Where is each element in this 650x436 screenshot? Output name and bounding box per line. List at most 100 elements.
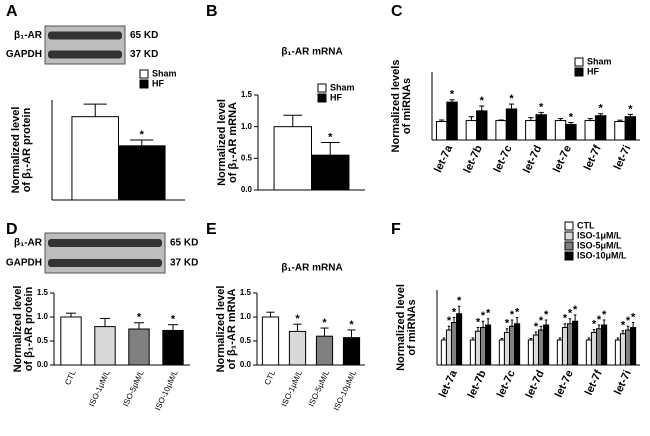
y-tick-label: 0.0 — [37, 360, 49, 369]
legend-label: HF — [152, 78, 164, 88]
significance-mark: * — [544, 309, 549, 321]
bar — [288, 330, 307, 366]
bar — [476, 110, 488, 141]
bar — [162, 329, 184, 366]
panel-label: A — [6, 3, 18, 20]
legend-swatch — [139, 69, 149, 79]
bar — [505, 108, 518, 141]
significance-mark: * — [481, 310, 486, 322]
blot-row-label: GAPDH — [6, 49, 42, 60]
bar — [509, 325, 516, 366]
legend-label: Sham — [587, 56, 612, 66]
legend-label: HF — [330, 92, 342, 102]
legend-swatch — [574, 67, 584, 77]
significance-mark: * — [486, 308, 491, 320]
bar — [630, 327, 637, 366]
legend-swatch — [564, 231, 574, 241]
x-tick-label: CTL — [63, 368, 78, 386]
y-tick-label: 0.5 — [240, 336, 252, 345]
bar — [118, 145, 166, 201]
blot-row-label: β₁-AR — [14, 30, 43, 41]
bar — [614, 121, 626, 141]
y-axis-label: Normalized levels — [390, 60, 402, 153]
bar — [614, 339, 621, 366]
significance-mark: * — [539, 101, 544, 113]
y-axis-label: of β₁-AR mRNA — [226, 288, 238, 369]
significance-mark: * — [447, 315, 452, 327]
panel-label: D — [6, 221, 18, 238]
bar — [451, 322, 458, 366]
y-tick-label: 0.0 — [240, 360, 252, 369]
bar — [561, 327, 568, 366]
blot-band — [48, 31, 122, 40]
blot-band — [48, 259, 162, 267]
legend-label: ISO-1μM/L — [577, 230, 622, 240]
significance-mark: * — [328, 131, 333, 143]
bar — [543, 324, 550, 366]
x-tick-label: let-7b — [466, 368, 489, 400]
blot-size-label: 37 KD — [170, 258, 198, 269]
bar — [498, 339, 505, 366]
blot-band — [48, 50, 122, 59]
y-axis-label: of β₁-AR mRNA — [227, 102, 239, 183]
x-tick-label: ISO-5μM/L — [121, 368, 146, 408]
bar — [584, 120, 596, 141]
y-axis-label: Normalized level — [12, 286, 24, 373]
x-tick-label: let-7e — [551, 143, 574, 174]
bar — [554, 120, 567, 141]
bar — [514, 323, 521, 366]
y-axis-label: Normalized level — [395, 284, 407, 371]
bar — [315, 335, 334, 366]
y-tick-label: 1.5 — [37, 288, 49, 297]
bar — [601, 324, 608, 366]
x-tick-label: let-7a — [437, 368, 460, 400]
significance-mark: * — [539, 315, 544, 327]
significance-mark: * — [140, 129, 145, 141]
bar — [624, 116, 637, 141]
bar — [556, 339, 563, 366]
y-axis-label: of β₁-AR protein — [23, 286, 35, 371]
blot-size-label: 65 KD — [170, 238, 198, 249]
y-tick-label: 1.0 — [37, 312, 49, 321]
legend-swatch — [564, 221, 574, 231]
legend-swatch — [317, 83, 327, 93]
bar — [311, 154, 350, 191]
bar — [480, 327, 487, 366]
x-tick-label: let-7d — [521, 143, 544, 175]
significance-mark: * — [457, 295, 462, 307]
significance-mark: * — [626, 315, 631, 327]
bar — [619, 333, 626, 366]
significance-mark: * — [602, 309, 607, 321]
x-tick-label: let-7b — [462, 143, 485, 175]
x-tick-label: let-7e — [553, 368, 576, 399]
significance-mark: * — [322, 317, 327, 329]
y-axis-label: Normalized level — [10, 107, 22, 194]
significance-mark: * — [534, 321, 539, 333]
significance-mark: * — [597, 314, 602, 326]
x-tick-label: ISO-10μM/L — [332, 368, 359, 412]
x-tick-label: ISO-1μM/L — [87, 368, 112, 408]
bar — [594, 115, 607, 141]
significance-mark: * — [592, 318, 597, 330]
x-tick-label: let-7a — [432, 143, 455, 175]
bar — [625, 329, 632, 366]
significance-mark: * — [476, 316, 481, 328]
legend-swatch — [574, 57, 584, 67]
bar — [446, 101, 458, 141]
x-tick-label: ISO-5μM/L — [307, 368, 332, 408]
y-axis-label: Normalized level — [215, 286, 227, 373]
legend-label: ISO-5μM/L — [577, 240, 622, 250]
bar — [445, 329, 452, 366]
panel-label: B — [206, 3, 218, 20]
significance-mark: * — [295, 313, 300, 325]
significance-mark: * — [171, 314, 176, 326]
bar — [565, 123, 577, 141]
bar — [128, 328, 150, 366]
legend-label: ISO-10μM/L — [577, 250, 627, 260]
bar — [474, 330, 481, 366]
x-tick-label: let-7c — [495, 368, 518, 399]
bar — [567, 323, 574, 366]
significance-mark: * — [505, 318, 510, 330]
y-axis-label: Normalized level — [216, 99, 228, 186]
